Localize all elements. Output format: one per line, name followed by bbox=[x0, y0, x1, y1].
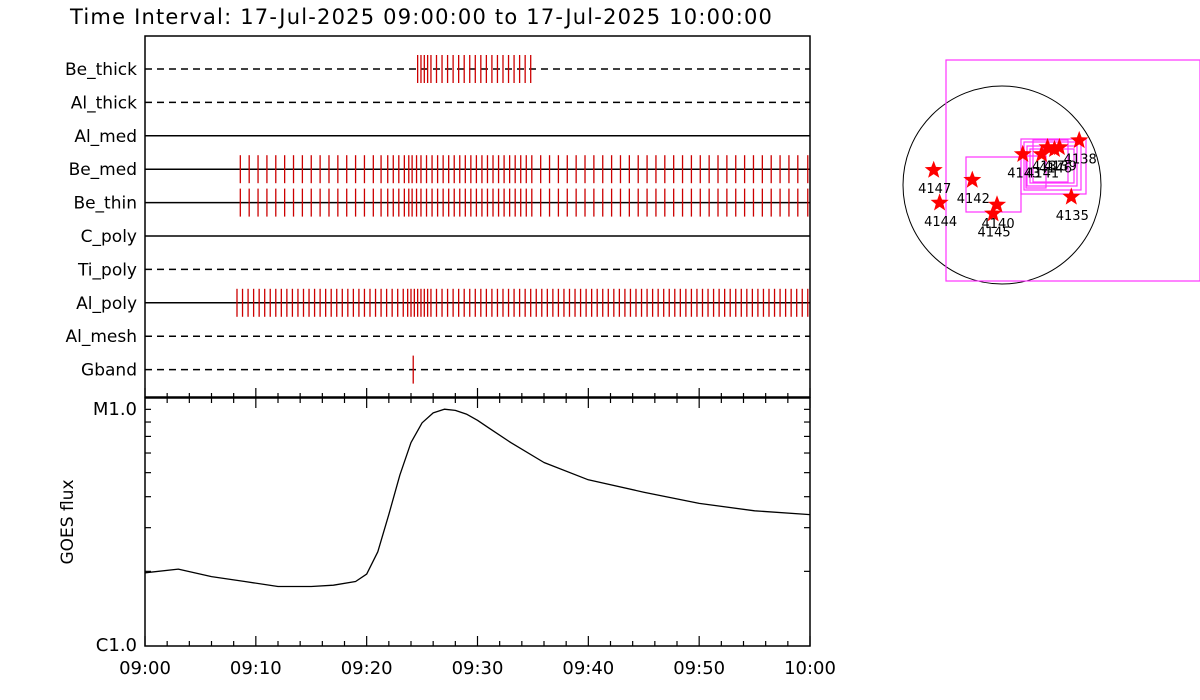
active-region-star bbox=[988, 195, 1007, 213]
y-tick-label: M1.0 bbox=[93, 399, 137, 420]
active-region-star bbox=[1013, 144, 1032, 162]
active-region-star bbox=[1045, 139, 1064, 157]
x-tick-label: 09:10 bbox=[230, 658, 282, 679]
row-label-be_thick: Be_thick bbox=[65, 60, 137, 80]
row-label-al_med: Al_med bbox=[74, 127, 137, 147]
x-tick-label: 09:40 bbox=[562, 658, 614, 679]
pointing-box bbox=[945, 59, 1200, 282]
active-region-label: 4138 bbox=[1064, 152, 1097, 167]
row-label-ti_poly: Ti_poly bbox=[77, 260, 137, 280]
active-region-label: 4140 bbox=[982, 217, 1015, 232]
active-region-label: 4146 bbox=[1039, 161, 1072, 176]
goes-flux-line bbox=[144, 408, 811, 588]
goes-frame bbox=[144, 397, 811, 647]
goes-flux-panel: 09:00 09:10 09:20 09:30 09:40 09:50 10:00 C1.0 M… bbox=[58, 388, 836, 679]
active-region-star bbox=[924, 160, 943, 178]
active-region-label: 4143 bbox=[1007, 166, 1040, 181]
active-region-label: 4147 bbox=[918, 182, 951, 197]
active-region-star bbox=[1062, 187, 1081, 205]
active-region-label: 4135 bbox=[1056, 209, 1089, 224]
row-label-c_poly: C_poly bbox=[81, 227, 137, 247]
active-region-label: 4141 bbox=[1026, 166, 1059, 181]
y-tick-label: C1.0 bbox=[96, 635, 137, 656]
pointing-box bbox=[1020, 138, 1087, 195]
x-tick-label: 10:00 bbox=[784, 658, 836, 679]
figure-title: Time Interval: 17-Jul-2025 09:00:00 to 1… bbox=[69, 5, 773, 29]
row-label-al_mesh: Al_mesh bbox=[65, 327, 137, 347]
active-region-star bbox=[1032, 144, 1051, 162]
row-label-al_thick: Al_thick bbox=[71, 93, 137, 113]
active-region-label: 4144 bbox=[924, 215, 957, 230]
active-region-star bbox=[930, 193, 949, 211]
x-tick-label: 09:30 bbox=[452, 658, 504, 679]
active-region-star bbox=[1070, 130, 1089, 149]
active-region-label: 4137 bbox=[1032, 159, 1065, 174]
x-tick-label: 09:50 bbox=[673, 658, 725, 679]
active-region-star bbox=[984, 204, 1003, 222]
active-region-label: 4142 bbox=[957, 192, 990, 207]
timeline-frame bbox=[144, 35, 811, 398]
x-tick-label: 09:20 bbox=[341, 658, 393, 679]
row-label-be_thin: Be_thin bbox=[73, 194, 137, 214]
row-label-al_poly: Al_poly bbox=[76, 294, 137, 314]
active-region-label: 4145 bbox=[978, 226, 1011, 241]
active-region-label: 4139 bbox=[1044, 159, 1077, 174]
y-axis-label: GOES flux bbox=[58, 479, 78, 564]
filter-timeline-panel: Be_thick Al_thick Al_med Be_med Be_thin C_pol… bbox=[65, 35, 811, 398]
pointing-box bbox=[1032, 139, 1069, 183]
active-region-star bbox=[963, 170, 982, 188]
row-label-be_med: Be_med bbox=[69, 160, 137, 180]
row-label-gband: Gband bbox=[81, 361, 137, 381]
x-tick-label: 09:00 bbox=[119, 658, 171, 679]
pointing-box bbox=[1025, 155, 1047, 189]
solar-limb bbox=[902, 85, 1102, 285]
pointing-box bbox=[1023, 141, 1082, 191]
